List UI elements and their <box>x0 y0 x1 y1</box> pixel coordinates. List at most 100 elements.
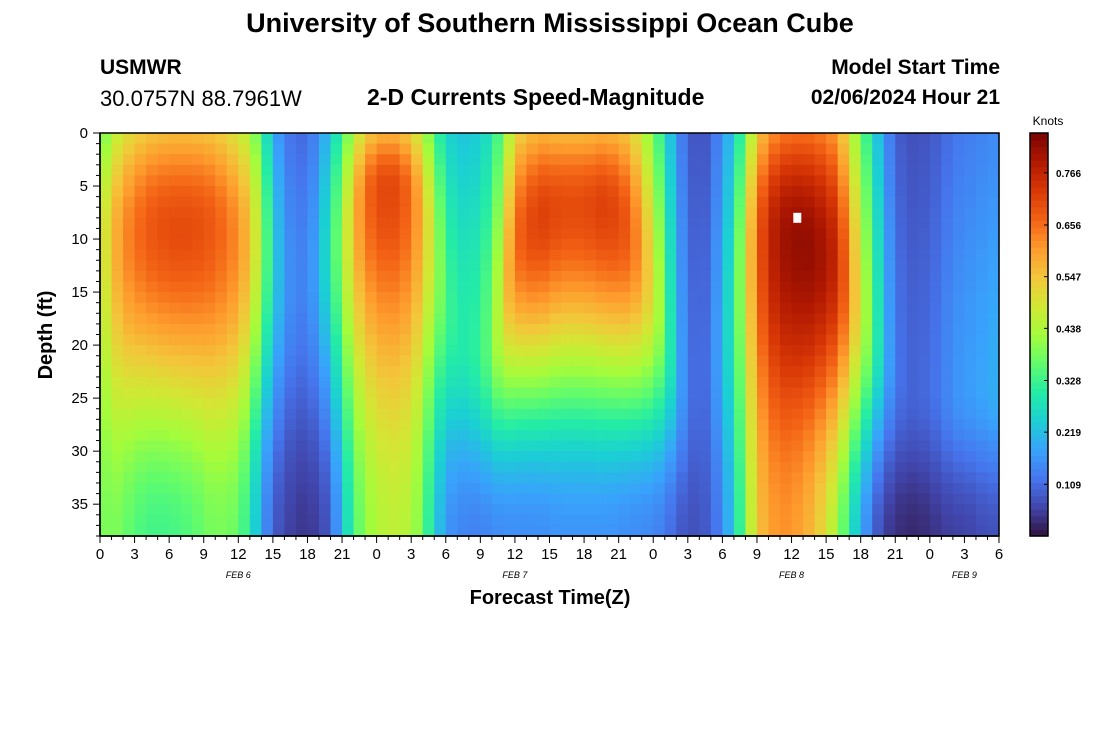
heatmap-cell <box>561 408 574 420</box>
heatmap-cell <box>837 355 850 367</box>
heatmap-cell <box>284 451 297 463</box>
heatmap-cell <box>607 217 620 230</box>
heatmap-cell <box>710 228 723 240</box>
heatmap-cell <box>226 239 239 251</box>
heatmap-cell <box>860 387 873 399</box>
heatmap-cell <box>468 154 481 166</box>
heatmap-cell <box>676 186 689 198</box>
colorbar-segment <box>1030 368 1048 376</box>
heatmap-cell <box>918 281 931 293</box>
heatmap-cell <box>215 482 228 495</box>
heatmap-cell <box>780 472 793 484</box>
heatmap-cell <box>365 429 378 442</box>
heatmap-cell <box>261 366 274 378</box>
heatmap-cell <box>157 429 170 442</box>
heatmap-cell <box>307 143 320 155</box>
heatmap-cell <box>307 175 320 187</box>
heatmap-cell <box>480 525 493 537</box>
heatmap-cell <box>318 313 332 325</box>
heatmap-cell <box>964 281 977 293</box>
heatmap-cell <box>180 207 193 219</box>
heatmap-cell <box>422 207 435 219</box>
heatmap-cell <box>630 164 643 177</box>
heatmap-cell <box>584 186 597 198</box>
heatmap-cell <box>745 334 758 346</box>
heatmap-cell <box>653 345 666 357</box>
heatmap-cell <box>111 302 124 314</box>
heatmap-cell <box>457 376 470 389</box>
heatmap-cell <box>618 292 631 304</box>
heatmap-cell <box>434 196 447 208</box>
heatmap-cell <box>330 504 343 516</box>
heatmap-cell <box>238 472 251 484</box>
heatmap-cell <box>549 482 562 495</box>
heatmap-cell <box>595 493 608 505</box>
heatmap-cell <box>123 440 136 452</box>
x-tick-label: 0 <box>649 546 657 563</box>
heatmap-cell <box>169 514 182 526</box>
heatmap-cell <box>422 440 435 452</box>
heatmap-cell <box>123 408 136 420</box>
heatmap-cell <box>906 270 919 283</box>
heatmap-cell <box>480 207 493 219</box>
heatmap-cell <box>226 514 239 526</box>
heatmap-cell <box>687 292 700 304</box>
heatmap-cell <box>641 419 654 431</box>
heatmap-cell <box>964 133 977 145</box>
heatmap-cell <box>353 217 366 230</box>
heatmap-cell <box>664 175 677 187</box>
colorbar-segment <box>1030 321 1048 329</box>
heatmap-cell <box>157 345 170 357</box>
colorbar-segment <box>1030 502 1048 510</box>
heatmap-cell <box>376 504 389 516</box>
heatmap-cell <box>157 419 170 431</box>
heatmap-cell <box>146 175 159 187</box>
heatmap-cell <box>238 419 251 431</box>
heatmap-cell <box>975 207 989 219</box>
heatmap-cell <box>653 186 666 198</box>
colorbar-segment <box>1030 415 1048 423</box>
heatmap-cell <box>780 207 793 219</box>
heatmap-cell <box>814 514 827 526</box>
heatmap-cell <box>664 408 677 420</box>
heatmap-cell <box>549 164 562 177</box>
heatmap-cell <box>687 196 700 208</box>
heatmap-cell <box>272 154 286 166</box>
heatmap-cell <box>952 164 966 177</box>
heatmap-cell <box>330 302 343 314</box>
heatmap-cell <box>203 313 216 325</box>
heatmap-cell <box>100 217 113 230</box>
heatmap-cell <box>687 493 700 505</box>
heatmap-cell <box>987 440 1000 452</box>
heatmap-cell <box>630 207 643 219</box>
heatmap-cell <box>111 398 124 410</box>
heatmap-cell <box>722 514 735 526</box>
heatmap-cell <box>860 281 873 293</box>
heatmap-cell <box>952 366 966 378</box>
heatmap-cell <box>491 164 504 177</box>
heatmap-cell <box>100 281 113 293</box>
heatmap-cell <box>699 302 712 314</box>
heatmap-cell <box>676 281 689 293</box>
heatmap-cell <box>584 228 597 240</box>
heatmap-cell <box>399 504 412 516</box>
heatmap-cell <box>860 482 873 495</box>
heatmap-cell <box>883 228 896 240</box>
heatmap-cell <box>514 186 528 198</box>
heatmap-cell <box>457 217 470 230</box>
heatmap-cell <box>641 376 654 389</box>
colorbar-tick-label: 0.109 <box>1056 480 1081 491</box>
heatmap-cell <box>203 429 216 442</box>
heatmap-cell <box>780 504 793 516</box>
heatmap-cell <box>457 133 470 145</box>
heatmap-cell <box>607 334 620 346</box>
heatmap-cell <box>215 154 228 166</box>
heatmap-cell <box>584 376 597 389</box>
heatmap-cell <box>803 228 816 240</box>
heatmap-cell <box>549 376 562 389</box>
heatmap-cell <box>457 345 470 357</box>
heatmap-cell <box>768 514 781 526</box>
heatmap-cell <box>653 429 666 442</box>
heatmap-cell <box>434 260 447 272</box>
